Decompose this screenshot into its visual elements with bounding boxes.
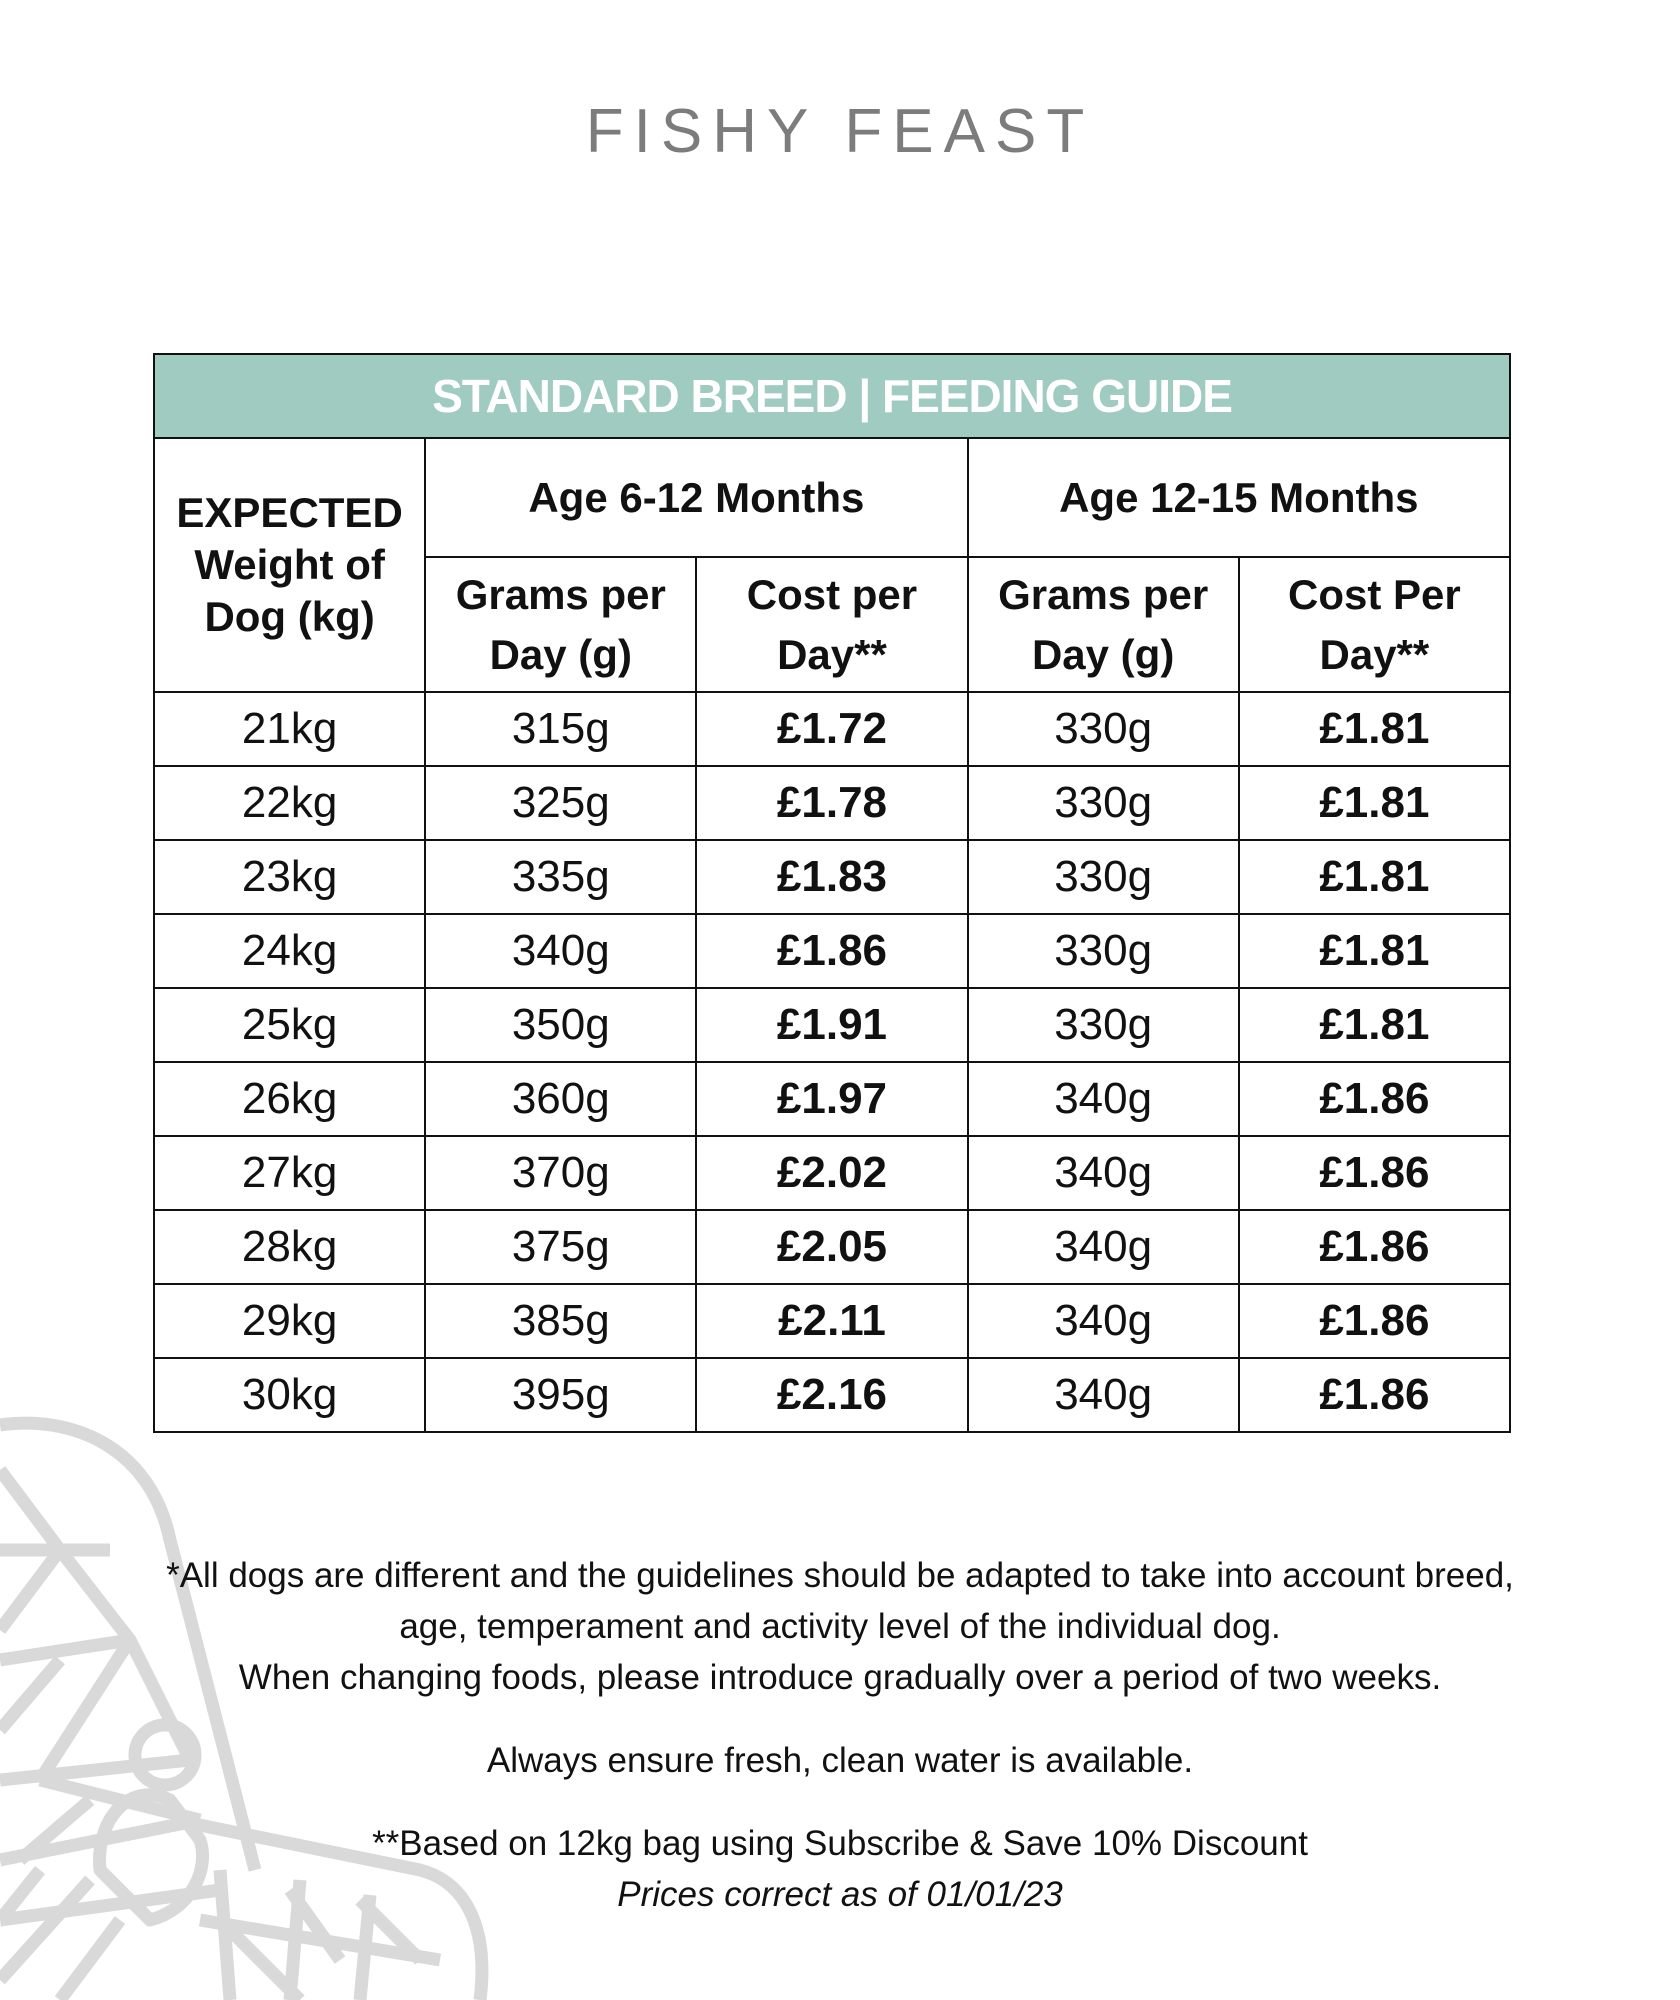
cost-12-15-cell: £1.86 [1237, 1283, 1512, 1359]
footnotes: *All dogs are different and the guidelin… [0, 1550, 1680, 1920]
weight-cell: 26kg [152, 1061, 427, 1137]
cost-6-12-cell: £1.72 [695, 691, 969, 767]
cost-6-12-cell: £2.02 [695, 1135, 969, 1211]
table-banner: STANDARD BREED | FEEDING GUIDE [153, 353, 1511, 439]
table-row: 28kg 375g £2.05 340g £1.86 [152, 1209, 1512, 1285]
cost-6-12-cell: £1.83 [695, 839, 969, 915]
weight-header-line: EXPECTED [176, 489, 403, 536]
pricing-note: **Based on 12kg bag using Subscribe & Sa… [372, 1824, 1308, 1863]
grams-12-15-cell: 340g [966, 1061, 1240, 1137]
grams-12-15-cell: 340g [966, 1209, 1240, 1285]
grams-6-12-cell: 395g [424, 1357, 698, 1433]
cost-6-12-cell: £1.91 [695, 987, 969, 1063]
cost-12-15-cell: £1.86 [1237, 1209, 1512, 1285]
table-row: 26kg 360g £1.97 340g £1.86 [152, 1061, 1512, 1137]
cost-12-15-cell: £1.81 [1237, 765, 1512, 841]
grams-12-15-cell: 330g [966, 987, 1240, 1063]
cost-12-15-cell: £1.81 [1237, 987, 1512, 1063]
cost-12-15-cell: £1.81 [1237, 913, 1512, 989]
table-row: 29kg 385g £2.11 340g £1.86 [152, 1283, 1512, 1359]
grams-6-12-cell: 325g [424, 765, 698, 841]
grams-12-15-cell: 340g [966, 1135, 1240, 1211]
weight-cell: 28kg [152, 1209, 427, 1285]
weight-cell: 27kg [152, 1135, 427, 1211]
group-header-6-12: Age 6-12 Months [424, 437, 969, 558]
cost-6-12-cell: £1.86 [695, 913, 969, 989]
cost-6-12-cell: £2.11 [695, 1283, 969, 1359]
table-row: 23kg 335g £1.83 330g £1.81 [152, 839, 1512, 915]
table-row: 21kg 315g £1.72 330g £1.81 [152, 691, 1512, 767]
cost-6-12-cell: £1.97 [695, 1061, 969, 1137]
cost-12-15-cell: £1.86 [1237, 1135, 1512, 1211]
cost-12-15-cell: £1.86 [1237, 1357, 1512, 1433]
water-note: Always ensure fresh, clean water is avai… [486, 1741, 1194, 1780]
grams-12-15-cell: 330g [966, 839, 1240, 915]
grams-12-15-cell: 330g [966, 765, 1240, 841]
grams-6-12-cell: 360g [424, 1061, 698, 1137]
grams-6-12-cell: 350g [424, 987, 698, 1063]
weight-cell: 30kg [152, 1357, 427, 1433]
grams-12-15-cell: 340g [966, 1283, 1240, 1359]
feeding-guide-table: STANDARD BREED | FEEDING GUIDE EXPECTED … [152, 353, 1512, 1433]
weight-cell: 22kg [152, 765, 427, 841]
grams-6-12-cell: 370g [424, 1135, 698, 1211]
cost-6-12-cell: £2.05 [695, 1209, 969, 1285]
cost-6-12-cell: £2.16 [695, 1357, 969, 1433]
subheader-cost-6-12: Cost per Day** [695, 556, 969, 693]
cost-12-15-cell: £1.81 [1237, 839, 1512, 915]
cost-12-15-cell: £1.81 [1237, 691, 1512, 767]
dragonfly-outline-icon [0, 1416, 489, 2000]
weight-cell: 24kg [152, 913, 427, 989]
weight-cell: 21kg [152, 691, 427, 767]
cost-6-12-cell: £1.78 [695, 765, 969, 841]
table-row: 25kg 350g £1.91 330g £1.81 [152, 987, 1512, 1063]
note-line: *All dogs are different and the guidelin… [166, 1556, 1514, 1595]
weight-cell: 25kg [152, 987, 427, 1063]
group-header-12-15: Age 12-15 Months [966, 437, 1512, 558]
table-row: 30kg 395g £2.16 340g £1.86 [152, 1357, 1512, 1433]
note-line: When changing foods, please introduce gr… [238, 1658, 1442, 1697]
weight-header-line: Dog (kg) [204, 593, 375, 640]
grams-6-12-cell: 375g [424, 1209, 698, 1285]
table-row: 22kg 325g £1.78 330g £1.81 [152, 765, 1512, 841]
grams-12-15-cell: 330g [966, 691, 1240, 767]
grams-6-12-cell: 315g [424, 691, 698, 767]
grams-12-15-cell: 330g [966, 913, 1240, 989]
table-row: 24kg 340g £1.86 330g £1.81 [152, 913, 1512, 989]
brand-title: FISHY FEAST [585, 97, 1095, 166]
table-row: 27kg 370g £2.02 340g £1.86 [152, 1135, 1512, 1211]
cost-12-15-cell: £1.86 [1237, 1061, 1512, 1137]
grams-12-15-cell: 340g [966, 1357, 1240, 1433]
note-line: age, temperament and activity level of t… [399, 1607, 1281, 1646]
grams-6-12-cell: 335g [424, 839, 698, 915]
weight-header-line: Weight of [194, 541, 385, 588]
prices-date-note: Prices correct as of 01/01/23 [617, 1875, 1063, 1914]
subheader-grams-6-12: Grams per Day (g) [424, 556, 698, 693]
subheader-grams-12-15: Grams per Day (g) [966, 556, 1240, 693]
weight-cell: 29kg [152, 1283, 427, 1359]
grams-6-12-cell: 385g [424, 1283, 698, 1359]
weight-cell: 23kg [152, 839, 427, 915]
subheader-cost-12-15: Cost Per Day** [1237, 556, 1512, 693]
weight-header: EXPECTED Weight of Dog (kg) [152, 437, 427, 693]
grams-6-12-cell: 340g [424, 913, 698, 989]
